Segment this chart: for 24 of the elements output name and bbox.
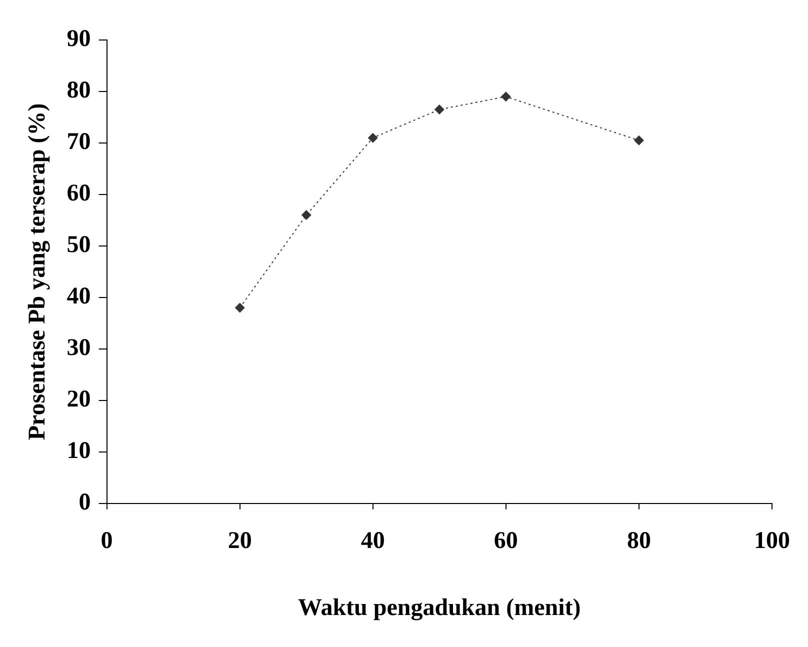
y-tick-label: 80 [66, 78, 91, 104]
y-tick-label: 90 [66, 26, 91, 52]
point [434, 104, 444, 115]
x-axis-title: Waktu pengadukan (menit) [298, 594, 581, 621]
point [500, 92, 511, 102]
point [634, 135, 644, 146]
x-tick-label: 100 [754, 528, 790, 554]
x-tick-label: 80 [626, 528, 651, 554]
y-tick-label: 70 [66, 129, 91, 156]
y-tick-label: 50 [66, 232, 91, 258]
y-tick-label: 30 [66, 335, 91, 362]
y-tick-label: 60 [66, 180, 91, 207]
y-tick-label: 0 [78, 490, 91, 516]
point [234, 302, 245, 313]
x-tick-label: 0 [100, 528, 113, 554]
y-tick-label: 40 [66, 284, 91, 310]
x-tick-label: 60 [494, 528, 518, 554]
y-tick-label: 20 [66, 386, 91, 413]
y-axis-title: Prosentase Pb yang terserap (%) [24, 103, 51, 440]
x-tick-label: 20 [228, 528, 252, 554]
y-tick-label: 10 [66, 438, 91, 464]
point [368, 132, 378, 143]
point [301, 210, 312, 220]
x-tick-label: 40 [360, 528, 385, 554]
